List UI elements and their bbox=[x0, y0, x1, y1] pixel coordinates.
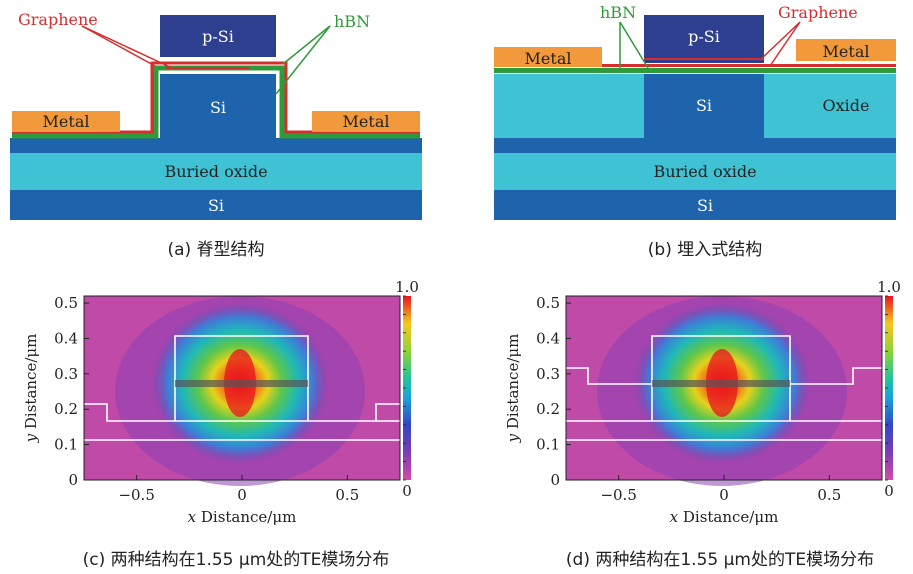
metal-right-label: Metal bbox=[823, 42, 870, 61]
buried-oxide-layer bbox=[494, 153, 896, 190]
panel-c-plot: −0.5 0 0.5 0 0.1 0.2 0.3 0.4 0.5 x Distance/μm y D… bbox=[22, 278, 419, 526]
x-tick-label: −0.5 bbox=[118, 486, 154, 504]
substrate-label: Si bbox=[697, 196, 713, 215]
colorbar-max-label: 1.0 bbox=[877, 278, 901, 296]
p-si-label: p-Si bbox=[202, 27, 234, 46]
p-si-block bbox=[160, 15, 276, 57]
si-core bbox=[644, 74, 764, 138]
y-tick-label: 0.2 bbox=[54, 400, 78, 418]
graphene-leader-1 bbox=[759, 21, 801, 61]
substrate-si bbox=[494, 190, 896, 220]
buried-oxide-label: Buried oxide bbox=[653, 162, 756, 181]
si-slab bbox=[10, 138, 422, 153]
core-si-label: Si bbox=[210, 98, 226, 117]
caption-d: (d) 两种结构在1.55 μm处的TE模场分布 bbox=[566, 550, 874, 570]
graphene-leader-1 bbox=[81, 25, 156, 67]
colorbar-min-label: 0 bbox=[884, 482, 894, 500]
caption-b: (b) 埋入式结构 bbox=[648, 240, 762, 260]
oxide-label: Oxide bbox=[823, 96, 870, 115]
y-axis-label: y Distance/μm bbox=[22, 334, 40, 444]
metal-left bbox=[12, 111, 120, 132]
caption-c: (c) 两种结构在1.55 μm处的TE模场分布 bbox=[83, 550, 390, 570]
metal-right bbox=[796, 39, 896, 61]
hbn-label: hBN bbox=[600, 3, 636, 22]
substrate-label: Si bbox=[208, 196, 224, 215]
y-tick-label: 0 bbox=[68, 471, 78, 489]
panel-b-diagram: hBN Graphene p-Si Si Metal Metal Oxide B… bbox=[494, 3, 896, 220]
panel-d-plot: −0.5 0 0.5 0 0.1 0.2 0.3 0.4 0.5 x Distance/μm y D… bbox=[504, 278, 901, 526]
metal-left bbox=[494, 47, 602, 67]
y-axis-label: y Distance/μm bbox=[504, 334, 522, 444]
x-tick-label: 0.5 bbox=[335, 486, 359, 504]
metal-right bbox=[312, 111, 420, 132]
waveguide-outline-c bbox=[84, 335, 400, 441]
colorbar-c bbox=[403, 296, 411, 480]
axes-d: −0.5 0 0.5 0 0.1 0.2 0.3 0.4 0.5 x Distance/μm y D… bbox=[504, 278, 901, 526]
x-tick-label: 0 bbox=[719, 486, 729, 504]
buried-oxide-layer bbox=[10, 153, 422, 190]
hbn-leader-2 bbox=[275, 25, 331, 95]
colorbar-min-label: 0 bbox=[402, 482, 412, 500]
metal-left-label: Metal bbox=[525, 49, 572, 68]
hbn-layer bbox=[494, 68, 896, 73]
x-tick-label: 0 bbox=[237, 486, 247, 504]
graphene-label: Graphene bbox=[778, 3, 858, 22]
x-axis-label: x Distance/μm bbox=[670, 508, 779, 526]
y-tick-label: 0.3 bbox=[536, 365, 560, 383]
hbn-label: hBN bbox=[334, 12, 370, 31]
graphene-strip-d bbox=[652, 380, 790, 387]
y-tick-label: 0.5 bbox=[54, 294, 78, 312]
y-tick-label: 0.1 bbox=[54, 436, 78, 454]
substrate-si bbox=[10, 190, 422, 220]
metal-left-label: Metal bbox=[43, 112, 90, 131]
y-tick-label: 0.3 bbox=[54, 365, 78, 383]
graphene-strip-c bbox=[175, 380, 308, 387]
core-si-label: Si bbox=[696, 96, 712, 115]
caption-a: (a) 脊型结构 bbox=[167, 240, 264, 260]
axes-c: −0.5 0 0.5 0 0.1 0.2 0.3 0.4 0.5 x Distance/μm y D… bbox=[22, 278, 419, 526]
si-ridge bbox=[160, 74, 276, 138]
p-si-block bbox=[644, 15, 764, 63]
buried-oxide-label: Buried oxide bbox=[164, 162, 267, 181]
y-tick-label: 0.2 bbox=[536, 400, 560, 418]
hbn-leader-2 bbox=[619, 21, 649, 69]
graphene-layer bbox=[494, 64, 896, 67]
colorbar-max-label: 1.0 bbox=[395, 278, 419, 296]
waveguide-outline-d bbox=[566, 335, 882, 441]
y-tick-label: 0.4 bbox=[536, 329, 560, 347]
graphene-layer bbox=[12, 61, 420, 134]
panel-a-diagram: Graphene hBN p-Si Si Metal Metal Buried … bbox=[10, 10, 422, 220]
hbn-leader-1 bbox=[282, 25, 331, 65]
colorbar-d bbox=[885, 296, 893, 480]
metal-right-label: Metal bbox=[343, 112, 390, 131]
y-tick-label: 0.1 bbox=[536, 436, 560, 454]
graphene-label: Graphene bbox=[18, 10, 98, 29]
y-tick-label: 0 bbox=[550, 471, 560, 489]
x-axis-label: x Distance/μm bbox=[188, 508, 297, 526]
graphene-leader-2 bbox=[81, 25, 173, 69]
si-slab bbox=[494, 138, 896, 153]
x-tick-label: 0.5 bbox=[817, 486, 841, 504]
p-si-label: p-Si bbox=[688, 27, 720, 46]
graphene-leader-2 bbox=[769, 21, 801, 67]
y-tick-label: 0.5 bbox=[536, 294, 560, 312]
x-tick-label: −0.5 bbox=[600, 486, 636, 504]
y-tick-label: 0.4 bbox=[54, 329, 78, 347]
